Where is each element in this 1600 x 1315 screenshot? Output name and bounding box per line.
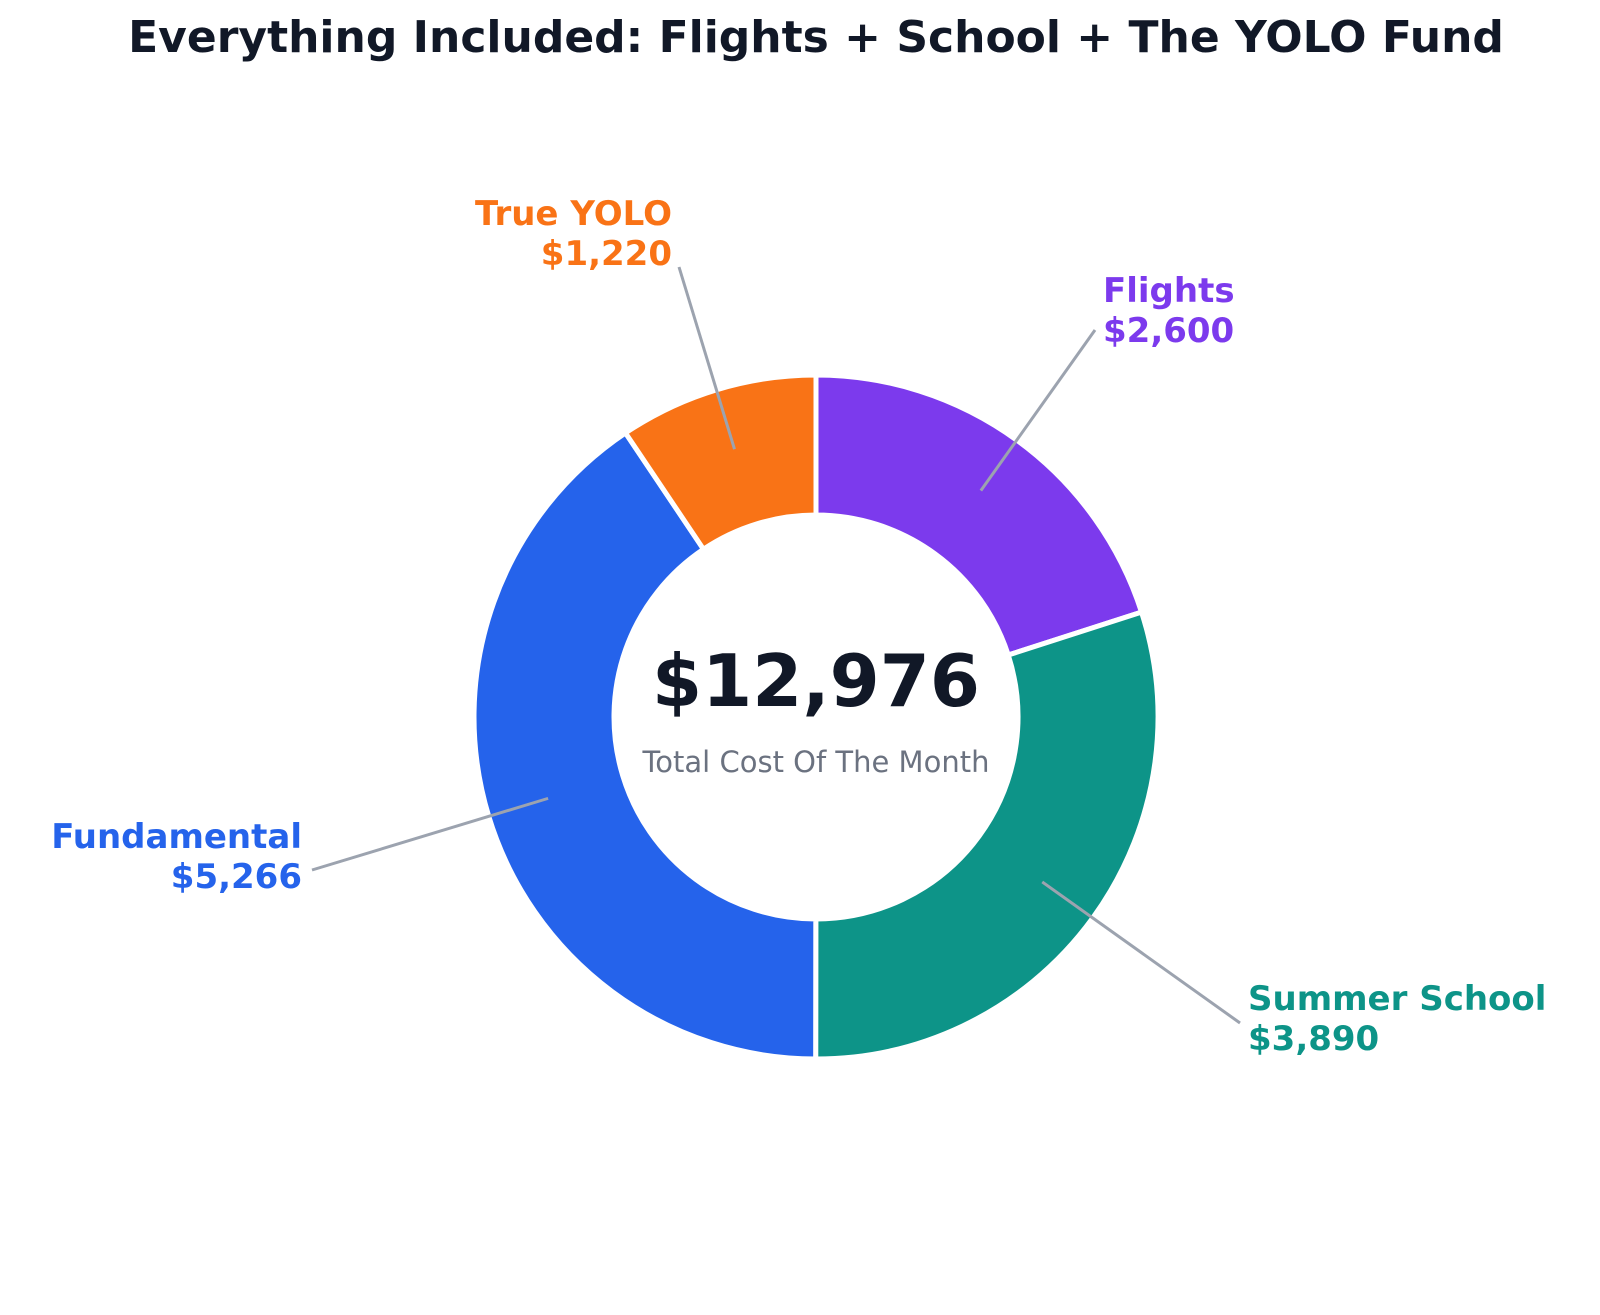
slice-true-yolo: [623, 372, 819, 552]
leader-line-summer-school: [1041, 880, 1241, 1025]
slice-label-name-true-yolo: True YOLO: [475, 194, 672, 234]
slice-label-name-fundamental: Fundamental: [51, 817, 302, 857]
slice-flights: [813, 372, 1145, 658]
center-caption: Total Cost Of The Month: [642, 745, 990, 779]
leader-line-true-yolo: [677, 266, 736, 450]
chart-title: Everything Included: Flights + School + …: [128, 12, 1504, 63]
leader-line-fundamental: [311, 796, 549, 872]
leader-lines: [311, 266, 1241, 1025]
slice-fundamental: [471, 430, 819, 1062]
donut-slices: [471, 372, 1161, 1062]
slice-label-value-fundamental: $5,266: [171, 857, 302, 897]
center-total-value: $12,976: [652, 639, 980, 723]
leader-line-flights: [979, 329, 1097, 492]
slice-summer-school: [813, 609, 1161, 1062]
slice-label-value-summer-school: $3,890: [1248, 1019, 1379, 1059]
slice-label-value-flights: $2,600: [1103, 311, 1234, 351]
slice-labels: Flights$2,600 Summer School$3,890 Fundamen…: [51, 194, 1546, 1059]
slice-label-name-summer-school: Summer School: [1248, 979, 1546, 1019]
slice-label-value-true-yolo: $1,220: [541, 234, 672, 274]
slice-label-name-flights: Flights: [1103, 271, 1235, 311]
